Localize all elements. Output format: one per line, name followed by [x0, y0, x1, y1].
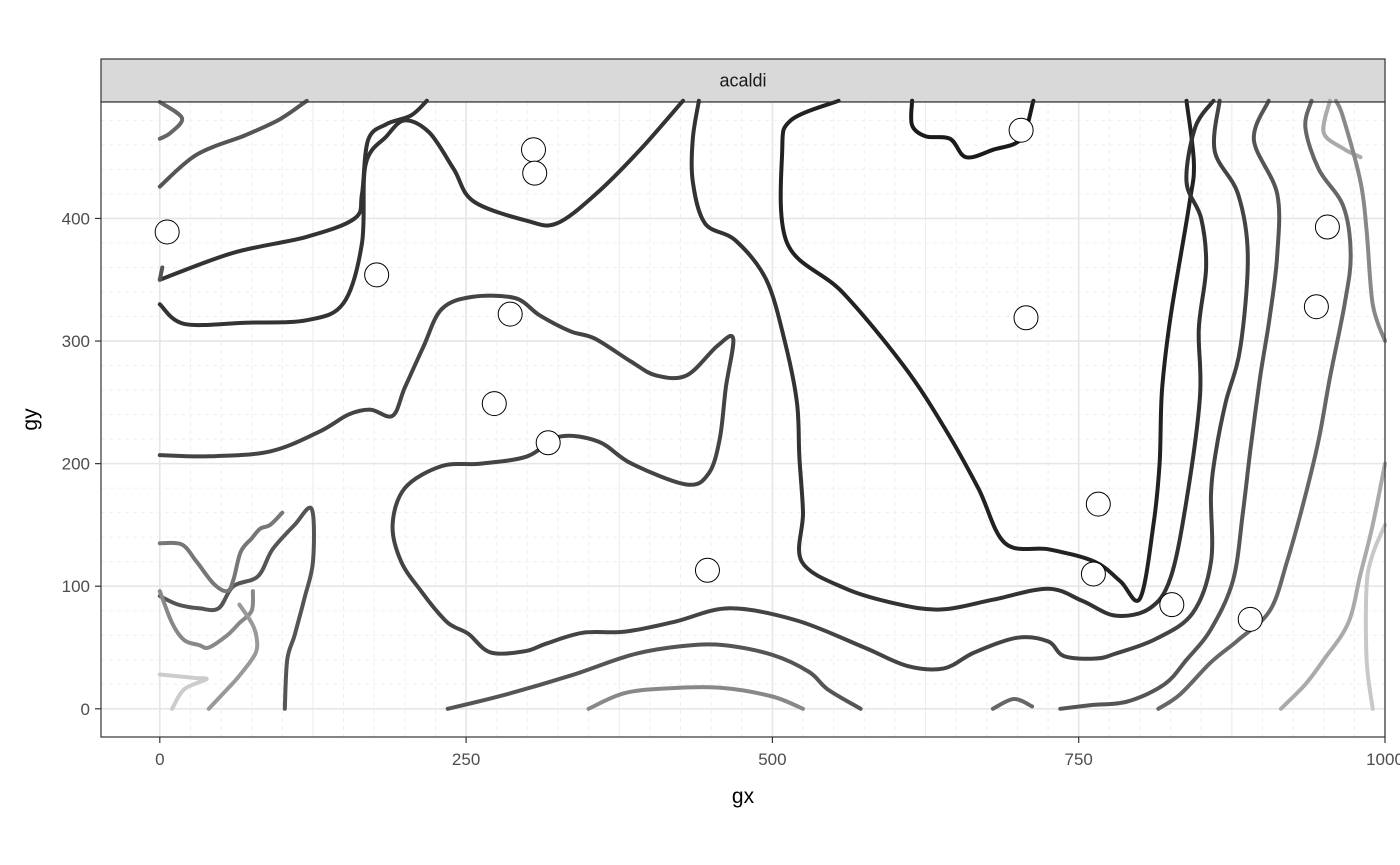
x-tick-label: 500	[758, 750, 786, 769]
y-tick-label: 100	[62, 577, 90, 596]
data-point	[520, 137, 546, 163]
contour-layer	[157, 98, 1387, 711]
data-point	[1314, 214, 1340, 240]
x-axis: 0 250 500 750 1000	[155, 737, 1400, 769]
data-point	[535, 430, 561, 456]
data-point	[1237, 606, 1263, 632]
contour-line	[157, 505, 316, 711]
data-point	[497, 301, 523, 327]
contour-line	[1334, 98, 1387, 343]
data-point	[694, 557, 720, 583]
contour-line	[586, 685, 805, 711]
contour-line	[157, 98, 309, 189]
data-point	[522, 160, 548, 186]
y-axis: 0 100 200 300 400	[62, 209, 101, 719]
contour-line	[778, 98, 1196, 603]
contour-line	[157, 98, 685, 328]
contour-line	[1278, 461, 1387, 711]
data-point	[1159, 592, 1185, 618]
data-point	[1008, 117, 1034, 143]
x-tick-label: 0	[155, 750, 164, 769]
data-point	[364, 262, 390, 288]
x-axis-title: gx	[732, 785, 755, 808]
contour-line	[1058, 98, 1282, 711]
contour-line	[157, 98, 1250, 672]
data-point	[1085, 491, 1111, 517]
contour-line	[157, 510, 285, 594]
x-tick-label: 250	[452, 750, 480, 769]
grid-minor	[101, 102, 1385, 737]
y-tick-label: 400	[62, 209, 90, 228]
facet-label: acaldi	[719, 71, 766, 91]
panel-border	[100, 101, 1386, 738]
contour-line	[157, 100, 185, 141]
y-tick-label: 300	[62, 332, 90, 351]
contour-line	[157, 672, 209, 711]
x-tick-label: 750	[1065, 750, 1093, 769]
y-axis-title: gy	[19, 408, 42, 431]
contour-line	[157, 265, 165, 282]
contour-line	[1363, 522, 1387, 711]
y-tick-label: 0	[81, 700, 90, 719]
plot-panel	[100, 98, 1387, 738]
x-tick-label: 1000	[1366, 750, 1400, 769]
data-point	[1013, 305, 1039, 331]
contour-line	[445, 642, 863, 711]
data-point	[1080, 561, 1106, 587]
facet-strip-background	[100, 58, 1386, 103]
contour-line	[206, 602, 260, 711]
data-point	[154, 219, 180, 245]
data-point	[1303, 294, 1329, 320]
contour-line	[1156, 98, 1353, 711]
contour-line	[990, 697, 1035, 711]
point-layer	[154, 117, 1340, 632]
contour-line	[689, 98, 1216, 618]
y-tick-label: 200	[62, 455, 90, 474]
facet-strip: acaldi	[100, 58, 1386, 103]
data-point	[481, 391, 507, 417]
